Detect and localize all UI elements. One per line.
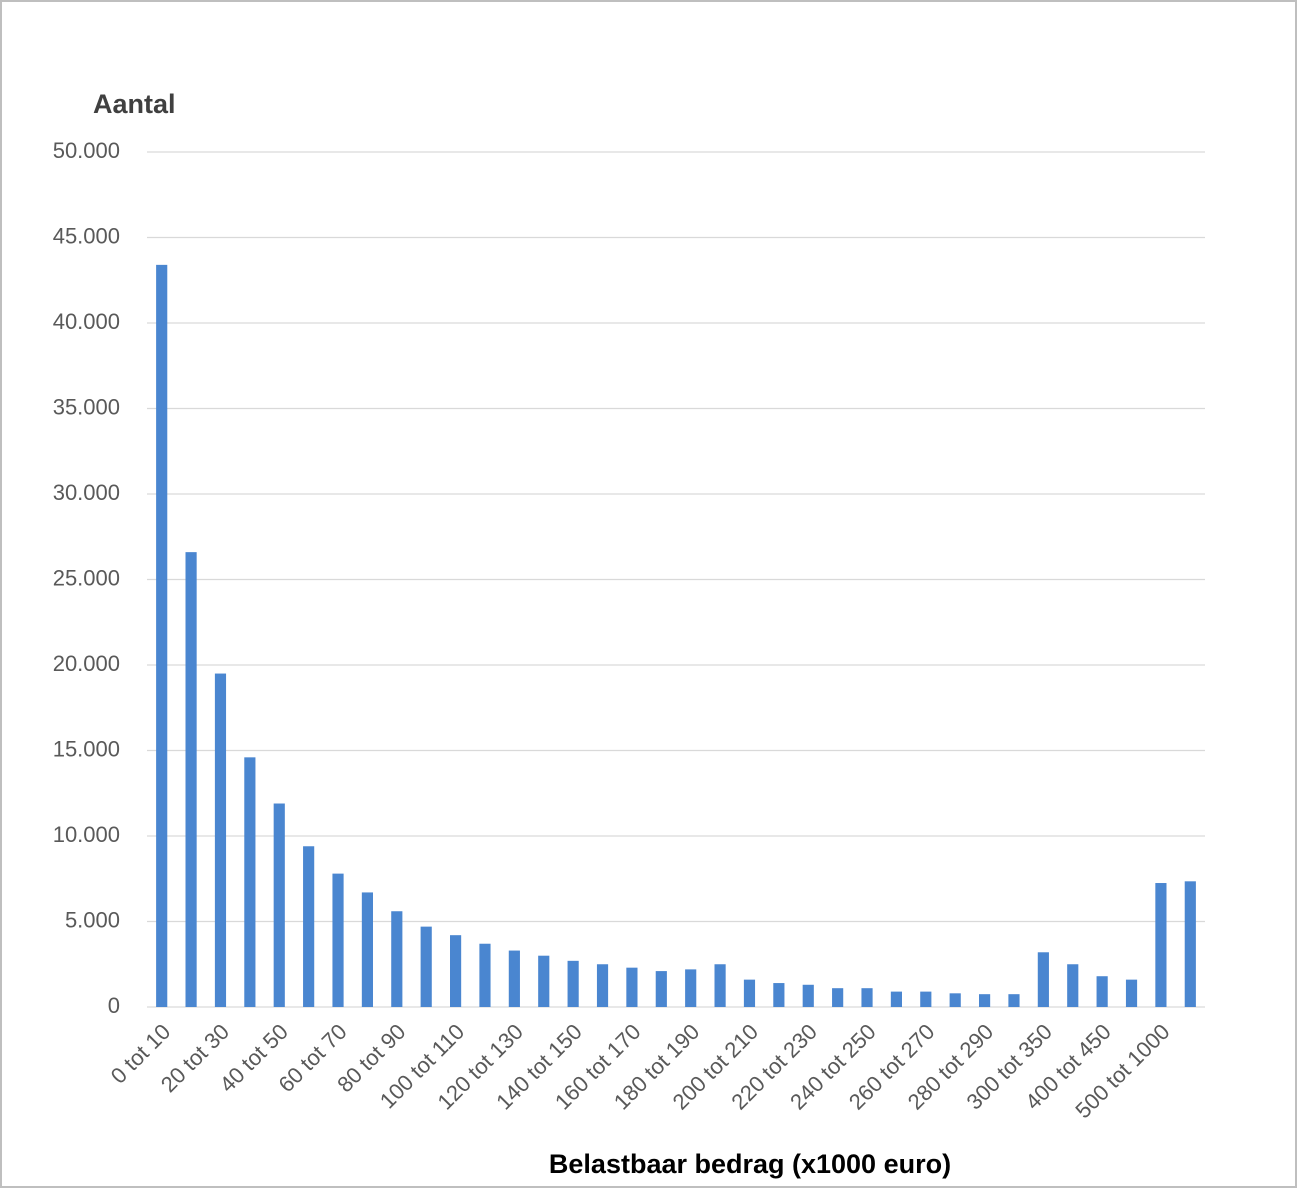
y-tick-label: 25.000: [53, 565, 120, 590]
bar: [861, 988, 873, 1007]
bar: [685, 969, 697, 1007]
bar: [214, 673, 227, 1007]
bar: [538, 955, 550, 1007]
bar: [1067, 964, 1079, 1007]
bar: [1184, 881, 1196, 1007]
y-tick-label: 0: [108, 993, 120, 1018]
bar: [567, 960, 579, 1007]
bar: [508, 950, 520, 1007]
bar: [1096, 976, 1108, 1007]
y-tick-label: 5.000: [65, 907, 120, 932]
bar: [802, 984, 814, 1007]
bar: [655, 971, 667, 1007]
y-tick-label: 40.000: [53, 309, 120, 334]
y-tick-label: 20.000: [53, 651, 120, 676]
bar: [920, 991, 932, 1007]
bar: [479, 943, 491, 1007]
y-tick-label: 45.000: [53, 223, 120, 248]
bar: [1125, 979, 1138, 1007]
bar: [332, 873, 344, 1007]
y-tick-label: 10.000: [53, 822, 120, 847]
y-tick-label: 35.000: [53, 394, 120, 419]
y-tick-label: 50.000: [53, 138, 120, 163]
bar: [714, 964, 726, 1007]
bar: [1008, 994, 1020, 1007]
bar: [391, 911, 403, 1007]
bar: [1037, 952, 1049, 1007]
bar: [244, 757, 256, 1007]
bar: [832, 988, 844, 1007]
bar: [273, 803, 285, 1007]
bar: [303, 846, 315, 1007]
y-axis-title: Aantal: [93, 89, 176, 119]
y-tick-label: 15.000: [53, 736, 120, 761]
bar: [773, 983, 785, 1007]
bar: [185, 552, 197, 1007]
bar: [978, 994, 991, 1007]
bar: [596, 964, 609, 1007]
bar: [361, 892, 374, 1007]
y-tick-label: 30.000: [53, 480, 120, 505]
x-axis-title: Belastbaar bedrag (x1000 euro): [549, 1149, 951, 1179]
bar: [156, 264, 168, 1007]
bar: [1155, 883, 1167, 1007]
bar: [626, 967, 638, 1007]
bar: [949, 993, 961, 1007]
bar: [890, 991, 903, 1007]
bar: [449, 935, 462, 1007]
bar: [743, 979, 756, 1007]
bar: [420, 926, 432, 1007]
